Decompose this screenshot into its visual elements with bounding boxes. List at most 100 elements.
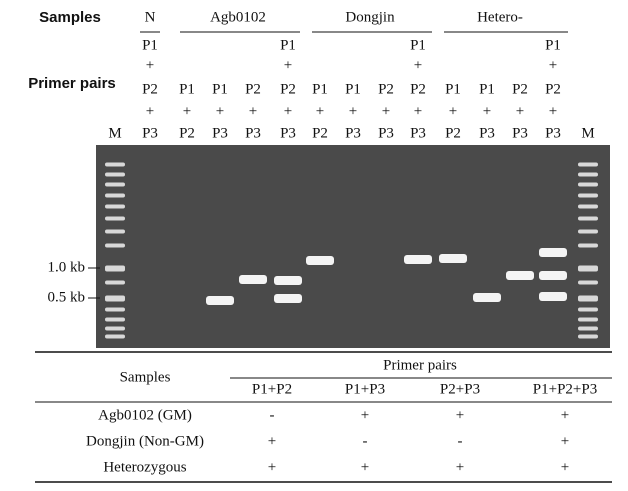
ladder-band xyxy=(578,162,598,167)
lane-label: P1 xyxy=(410,37,426,53)
table-cell: + xyxy=(561,433,569,449)
lane-label: P1 xyxy=(212,81,228,97)
group-label: Agb0102 xyxy=(210,9,266,25)
lane-label: + xyxy=(414,103,422,119)
ladder-band xyxy=(105,182,125,187)
lane-label: P2 xyxy=(378,81,394,97)
lane-label: P2 xyxy=(512,81,528,97)
ladder-band xyxy=(105,229,125,234)
lane-label: + xyxy=(146,57,154,73)
lane-label: P2 xyxy=(445,125,461,141)
ladder-band xyxy=(578,172,598,177)
lane-label: P1 xyxy=(280,37,296,53)
table-header: Primer pairs xyxy=(383,357,457,373)
lane-label: + xyxy=(414,57,422,73)
lane-label: P3 xyxy=(280,125,296,141)
lane-label: P3 xyxy=(212,125,228,141)
column-header: P2+P3 xyxy=(440,381,480,397)
ladder-band xyxy=(578,317,598,322)
ladder-band xyxy=(578,265,598,272)
lane-label: P1 xyxy=(142,37,158,53)
lane-label: P3 xyxy=(410,125,426,141)
band xyxy=(306,256,334,265)
ladder-band xyxy=(105,307,125,312)
lane-label: P3 xyxy=(545,125,561,141)
band xyxy=(473,293,501,302)
table-cell: - xyxy=(363,433,368,449)
size-label: 1.0 kb xyxy=(48,259,86,275)
ladder-band xyxy=(578,193,598,198)
table-cell: - xyxy=(270,407,275,423)
ladder-band xyxy=(578,229,598,234)
table-cell: + xyxy=(561,407,569,423)
ladder-band xyxy=(578,326,598,331)
column-header: P1+P2+P3 xyxy=(533,381,597,397)
table-cell: + xyxy=(361,407,369,423)
band xyxy=(206,296,234,305)
table-cell: + xyxy=(561,459,569,475)
table-header: Samples xyxy=(120,369,171,385)
samples-label: Samples xyxy=(39,9,101,26)
ladder-band xyxy=(105,193,125,198)
lane-label: P1 xyxy=(445,81,461,97)
band xyxy=(404,255,432,264)
band xyxy=(239,275,267,284)
lane-label: P2 xyxy=(312,125,328,141)
ladder-band xyxy=(105,295,125,302)
lane-label: P1 xyxy=(312,81,328,97)
row-label: Dongjin (Non-GM) xyxy=(86,433,204,449)
lane-label: + xyxy=(284,103,292,119)
ladder-band xyxy=(578,334,598,339)
ladder-band xyxy=(578,216,598,221)
column-header: P1+P2 xyxy=(252,381,292,397)
lane-label: + xyxy=(183,103,191,119)
ladder-band xyxy=(105,280,125,285)
size-label: 0.5 kb xyxy=(48,289,86,305)
lane-label: + xyxy=(449,103,457,119)
table-cell: + xyxy=(456,459,464,475)
marker-label: M xyxy=(108,125,121,141)
ladder-band xyxy=(105,204,125,209)
lane-label: P1 xyxy=(545,37,561,53)
gel xyxy=(96,145,610,348)
table-cell: + xyxy=(268,433,276,449)
group-label: Dongjin xyxy=(345,9,395,25)
ladder-band xyxy=(578,243,598,248)
band xyxy=(506,271,534,280)
primer-label: Primer pairs xyxy=(28,75,116,92)
lane-label: + xyxy=(483,103,491,119)
lane-label: P1 xyxy=(479,81,495,97)
lane-label: P3 xyxy=(345,125,361,141)
lane-label: P3 xyxy=(245,125,261,141)
lane-label: P2 xyxy=(142,81,158,97)
lane-label: + xyxy=(549,103,557,119)
lane-label: P3 xyxy=(512,125,528,141)
ladder-band xyxy=(105,326,125,331)
ladder-band xyxy=(578,182,598,187)
group-label: N xyxy=(145,9,156,25)
lane-label: + xyxy=(249,103,257,119)
ladder-band xyxy=(105,216,125,221)
band xyxy=(539,292,567,301)
band xyxy=(274,276,302,285)
ladder-band xyxy=(105,265,125,272)
row-label: Agb0102 (GM) xyxy=(98,407,192,423)
ladder-band xyxy=(105,334,125,339)
lane-label: P1 xyxy=(345,81,361,97)
lane-label: P2 xyxy=(410,81,426,97)
lane-label: P3 xyxy=(479,125,495,141)
lane-label: P2 xyxy=(280,81,296,97)
lane-label: + xyxy=(216,103,224,119)
ladder-band xyxy=(578,280,598,285)
band xyxy=(274,294,302,303)
lane-label: + xyxy=(349,103,357,119)
ladder-band xyxy=(578,295,598,302)
lane-label: P1 xyxy=(179,81,195,97)
band xyxy=(539,271,567,280)
ladder-band xyxy=(105,162,125,167)
ladder-band xyxy=(105,243,125,248)
band xyxy=(439,254,467,263)
lane-label: P3 xyxy=(378,125,394,141)
band xyxy=(539,248,567,257)
